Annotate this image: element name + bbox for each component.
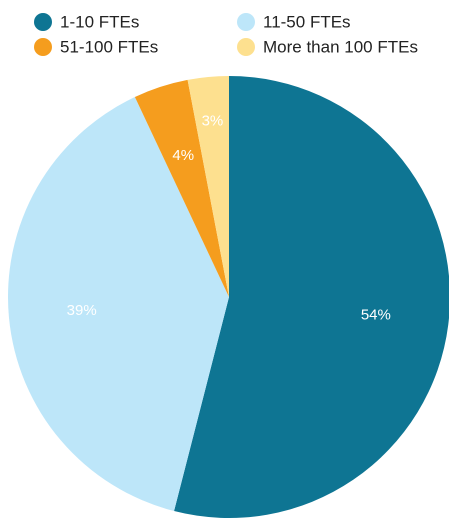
legend-marker: [237, 13, 255, 31]
legend-label: 1-10 FTEs: [60, 12, 139, 31]
legend-marker: [237, 38, 255, 56]
pie-slice: [134, 79, 229, 297]
pie-slice: [7, 97, 230, 512]
legend-label: 51-100 FTEs: [60, 37, 158, 56]
slice-label: 4%: [172, 147, 194, 164]
legend-marker: [34, 38, 52, 56]
pie-slice: [187, 76, 229, 297]
legend-marker: [34, 13, 52, 31]
pie-slice: [174, 76, 449, 518]
legend-label: 11-50 FTEs: [263, 12, 351, 31]
slice-label: 54%: [361, 307, 391, 324]
slice-label: 39%: [67, 302, 97, 319]
slice-label: 3%: [202, 113, 224, 130]
legend-label: More than 100 FTEs: [263, 37, 418, 56]
